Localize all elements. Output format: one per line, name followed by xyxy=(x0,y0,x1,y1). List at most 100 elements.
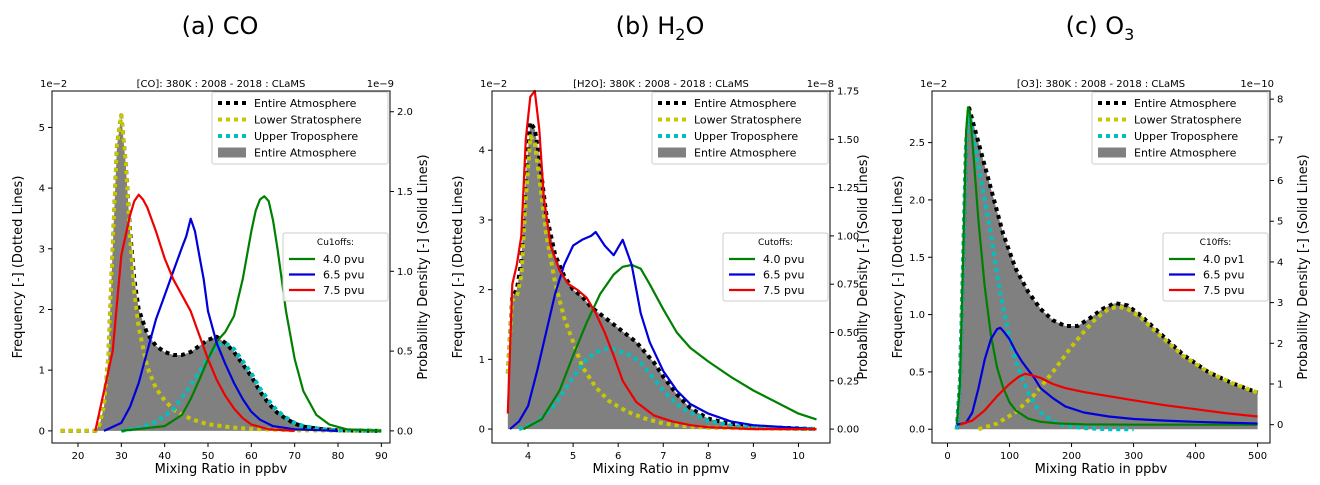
y-tick-label: 4 xyxy=(39,184,45,195)
y-right-tick-label: 0 xyxy=(1277,420,1283,431)
panel-heading: (c) O3 xyxy=(880,12,1320,44)
y-right-tick-label: 3 xyxy=(1277,298,1283,309)
chart-h2o: 4 5 6 7 8 9 10 0 1 2 3 4 0.00 0.25 0.50 0.75 1.00 1.25 1.5… xyxy=(451,79,871,477)
legend-entry: Entire Atmosphere xyxy=(694,147,797,160)
y-right-tick-label: 1.50 xyxy=(837,135,859,146)
legend-entry: Upper Troposphere xyxy=(1134,130,1238,143)
series-line xyxy=(103,217,339,432)
x-tick-label: 9 xyxy=(750,451,756,462)
panel-heading-text: (a) CO xyxy=(181,12,259,40)
legend-entry: Upper Troposphere xyxy=(694,130,798,143)
legend-box xyxy=(1091,91,1269,165)
panel-heading-tail: O xyxy=(685,12,705,40)
legend-entry: Entire Atmosphere xyxy=(694,97,797,110)
cutoff-legend-entry: 7.5 pvu xyxy=(1203,284,1244,297)
series-dotted-line xyxy=(120,340,382,433)
series-dotted-line xyxy=(977,304,1259,432)
panel-heading-text: (b) H xyxy=(615,12,676,40)
panel-heading-subscript: 3 xyxy=(1124,24,1135,44)
y-right-axis-label: Probability Density [-] (Solid Lines) xyxy=(856,154,871,379)
x-tick-label: 200 xyxy=(1062,451,1081,462)
y-tick-label: 5 xyxy=(39,123,45,134)
y-right-tick-label: 1 xyxy=(1277,379,1283,390)
panel-o3: (c) O3 0 100 200 300 400 500 0.0 0.5 1.0 1.5 2.0 2.… xyxy=(880,0,1320,481)
cutoff-legend-entry: 6.5 pvu xyxy=(323,269,364,282)
y-right-axis-label: Probability Density [-] (Solid Lines) xyxy=(1296,154,1311,379)
cutoff-legend-entry: 7.5 pvu xyxy=(323,284,364,297)
legend-entry: Upper Troposphere xyxy=(254,130,358,143)
series-line xyxy=(509,230,817,431)
series-line xyxy=(956,326,1258,426)
x-tick-label: 4 xyxy=(525,451,531,462)
series-dotted-line xyxy=(954,111,1134,432)
cutoff-legend-entry: 6.5 pvu xyxy=(1203,269,1244,282)
plot-frame xyxy=(491,90,831,444)
legend-entry: Lower Stratosphere xyxy=(254,114,362,127)
cutoff-legend-entry: 7.5 pvu xyxy=(763,284,804,297)
legend-entry: Entire Atmosphere xyxy=(254,97,357,110)
plot-frame xyxy=(51,90,391,444)
panel-heading-text: (c) O xyxy=(1065,12,1125,40)
legend-entry: Entire Atmosphere xyxy=(1134,147,1237,160)
series-line xyxy=(94,193,295,432)
cutoff-legend-entry: 4.0 pv1 xyxy=(1203,253,1244,266)
x-tick-label: 30 xyxy=(115,451,128,462)
y-tick-label: 4 xyxy=(479,146,485,157)
right-axis-multiplier: 1e−9 xyxy=(367,79,394,90)
y-tick-label: 1.0 xyxy=(909,310,925,321)
y-tick-label: 1 xyxy=(39,366,45,377)
y-right-tick-label: 1.0 xyxy=(397,267,413,278)
y-tick-label: 2.0 xyxy=(909,195,925,206)
cutoff-legend-box xyxy=(722,232,829,302)
y-right-tick-label: 0.0 xyxy=(397,426,413,437)
x-tick-label: 300 xyxy=(1124,451,1143,462)
x-tick-label: 5 xyxy=(570,451,576,462)
panel-heading: (b) H2O xyxy=(440,12,880,44)
legend-entry: Lower Stratosphere xyxy=(694,114,802,127)
left-axis-multiplier: 1e−2 xyxy=(480,79,507,90)
cutoff-legend-title: C10ffs: xyxy=(1200,238,1232,248)
series-dotted-line xyxy=(505,120,817,432)
series-line xyxy=(522,263,817,431)
chart-title: [CO]: 380K : 2008 - 2018 : CLaMS xyxy=(137,79,306,90)
cutoff-legend-entry: 4.0 pvu xyxy=(763,253,804,266)
chart-title: [O3]: 380K : 2008 - 2018 : CLaMS xyxy=(1017,79,1185,90)
left-axis-multiplier: 1e−2 xyxy=(920,79,947,90)
series-dotted-line xyxy=(505,134,817,432)
y-tick-label: 0 xyxy=(39,426,45,437)
x-tick-label: 70 xyxy=(288,451,301,462)
panel-heading-subscript: 2 xyxy=(675,24,686,44)
y-tick-label: 0.5 xyxy=(909,367,925,378)
cutoff-legend-entry: 6.5 pvu xyxy=(763,269,804,282)
x-tick-label: 400 xyxy=(1186,451,1205,462)
y-right-tick-label: 1.00 xyxy=(837,231,859,242)
y-right-tick-label: 0.75 xyxy=(837,280,859,291)
legend-box xyxy=(651,91,829,165)
x-tick-label: 20 xyxy=(72,451,85,462)
y-tick-label: 0 xyxy=(479,425,485,436)
y-tick-label: 3 xyxy=(39,244,45,255)
series-dotted-line xyxy=(60,113,382,433)
x-tick-label: 60 xyxy=(245,451,258,462)
legend-swatch xyxy=(1098,147,1126,158)
y-tick-label: 3 xyxy=(479,215,485,226)
y-right-axis-label: Probability Density [-] (Solid Lines) xyxy=(416,154,431,379)
plot-frame xyxy=(931,90,1271,444)
y-tick-label: 2 xyxy=(39,305,45,316)
x-axis-label: Mixing Ratio in ppmv xyxy=(592,462,729,477)
series-area xyxy=(507,122,817,430)
legend-entry: Lower Stratosphere xyxy=(1134,114,1242,127)
x-tick-label: 40 xyxy=(158,451,171,462)
chart-co: 20 30 40 50 60 70 80 90 0 1 2 3 4 5 0.0 0.5 1.0 1.5 2.0 [CO… xyxy=(11,79,431,477)
x-tick-label: 100 xyxy=(1000,451,1019,462)
y-right-tick-label: 1.5 xyxy=(397,187,413,198)
x-tick-label: 0 xyxy=(944,451,950,462)
y-right-tick-label: 8 xyxy=(1277,95,1283,106)
y-right-tick-label: 0.00 xyxy=(837,425,859,436)
y-right-tick-label: 2.0 xyxy=(397,107,413,118)
y-tick-label: 0.0 xyxy=(909,425,925,436)
x-axis-label: Mixing Ratio in ppbv xyxy=(155,462,288,477)
x-tick-label: 7 xyxy=(660,451,666,462)
series-area xyxy=(60,115,382,431)
y-right-tick-label: 0.25 xyxy=(837,376,859,387)
